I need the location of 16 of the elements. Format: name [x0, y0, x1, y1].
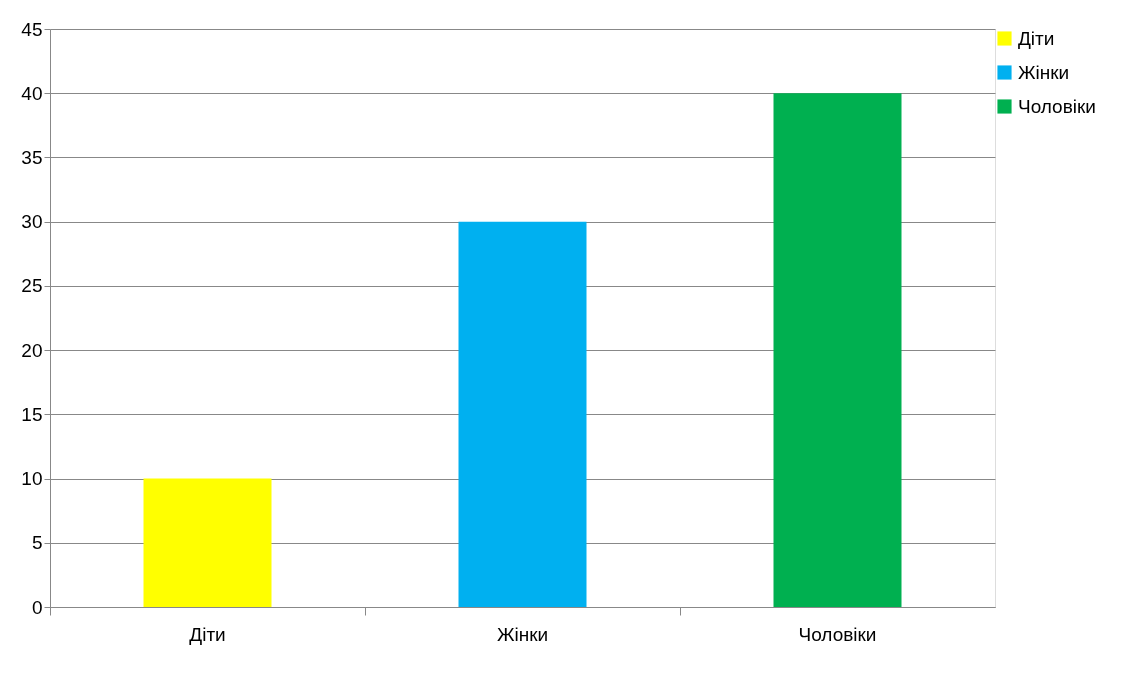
- y-tick-label: 40: [21, 82, 43, 104]
- y-tick-label: 25: [21, 275, 43, 297]
- y-tick-label: 10: [21, 468, 43, 490]
- x-tick-label: Діти: [189, 623, 226, 645]
- legend-label: Жінки: [1018, 61, 1070, 83]
- legend-label: Діти: [1018, 27, 1055, 49]
- y-tick-label: 15: [21, 403, 43, 425]
- y-tick-label: 35: [21, 146, 43, 168]
- y-tick-label: 30: [21, 211, 43, 233]
- y-tick-label: 5: [31, 532, 43, 554]
- legend-label: Чоловіки: [1018, 95, 1096, 117]
- y-tick-label: 20: [21, 339, 43, 361]
- y-tick-label: 0: [31, 596, 43, 618]
- y-tick-label: 45: [21, 18, 43, 40]
- x-tick-label: Чоловіки: [798, 623, 877, 645]
- x-tick-label: Жінки: [496, 623, 549, 645]
